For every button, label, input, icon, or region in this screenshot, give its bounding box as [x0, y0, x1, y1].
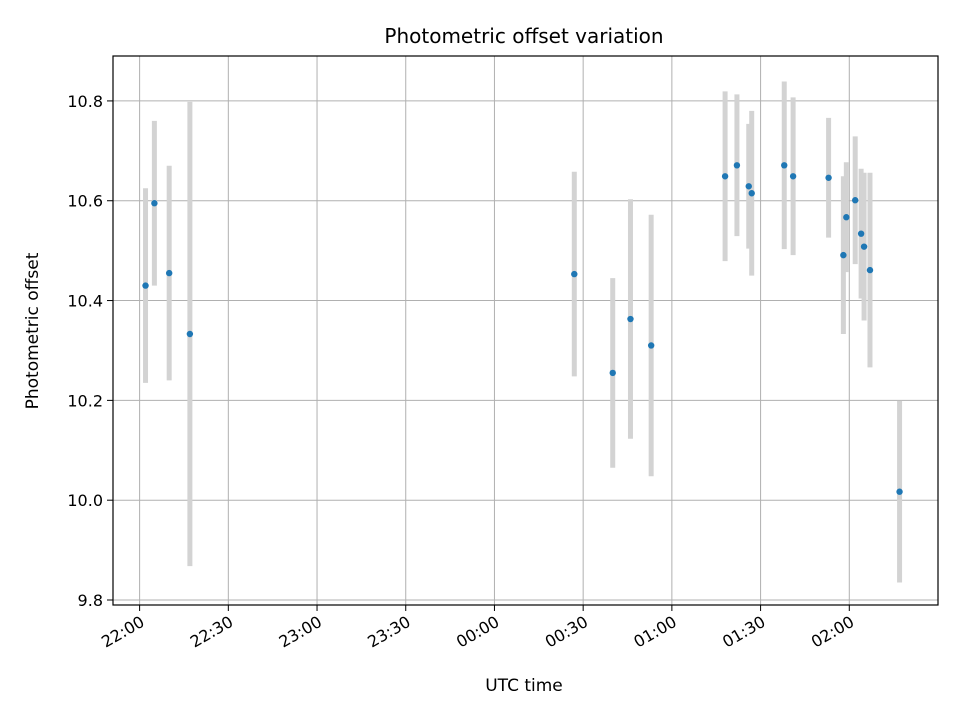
- x-tick-label: 22:00: [98, 612, 147, 652]
- data-point: [843, 214, 850, 221]
- x-axis-ticks: 22:00 22:30 23:00 23:30 00:00 00:30 01:00 01:30…: [98, 605, 857, 652]
- data-point: [609, 369, 616, 377]
- data-point: [896, 488, 903, 495]
- y-tick-label: 10.6: [67, 192, 103, 211]
- y-tick-label: 9.8: [78, 591, 103, 610]
- x-tick-label: 01:30: [719, 612, 768, 652]
- errorbars: [143, 81, 903, 583]
- x-tick-label: 00:00: [453, 612, 502, 652]
- x-tick-label: 22:30: [187, 612, 236, 652]
- data-point: [647, 342, 655, 349]
- data-point: [627, 315, 634, 323]
- x-tick-label: 01:00: [630, 612, 679, 652]
- y-tick-label: 10.2: [67, 391, 103, 410]
- data-point: [151, 200, 158, 207]
- data-point: [733, 162, 741, 169]
- grid: [113, 56, 938, 605]
- y-axis-ticks: 9.8 10.0 10.2 10.4 10.6 10.8: [67, 92, 113, 610]
- data-point: [745, 183, 752, 190]
- x-tick-label: 00:30: [542, 612, 591, 652]
- y-axis-label: Photometric offset: [23, 252, 43, 409]
- y-tick-label: 10.4: [67, 292, 103, 311]
- data-point: [165, 269, 173, 277]
- data-point: [781, 162, 788, 169]
- data-point: [721, 173, 729, 180]
- x-axis-label: UTC time: [485, 676, 563, 696]
- x-tick-label: 23:30: [364, 612, 413, 652]
- y-tick-label: 10.0: [67, 491, 103, 510]
- data-point: [866, 266, 874, 274]
- data-point: [789, 173, 797, 180]
- data-point: [825, 174, 832, 181]
- x-tick-label: 23:00: [276, 612, 325, 652]
- data-point: [852, 197, 859, 204]
- x-tick-label: 02:00: [808, 612, 857, 652]
- data-point: [186, 330, 194, 338]
- chart-title: Photometric offset variation: [384, 24, 663, 48]
- data-point: [571, 270, 578, 278]
- data-point: [748, 190, 755, 197]
- data-point: [142, 282, 149, 289]
- data-point: [857, 230, 865, 237]
- y-tick-label: 10.8: [67, 92, 103, 111]
- data-points: [142, 162, 903, 495]
- data-point: [860, 243, 868, 250]
- data-point: [840, 251, 847, 259]
- plot-frame: [112, 55, 939, 606]
